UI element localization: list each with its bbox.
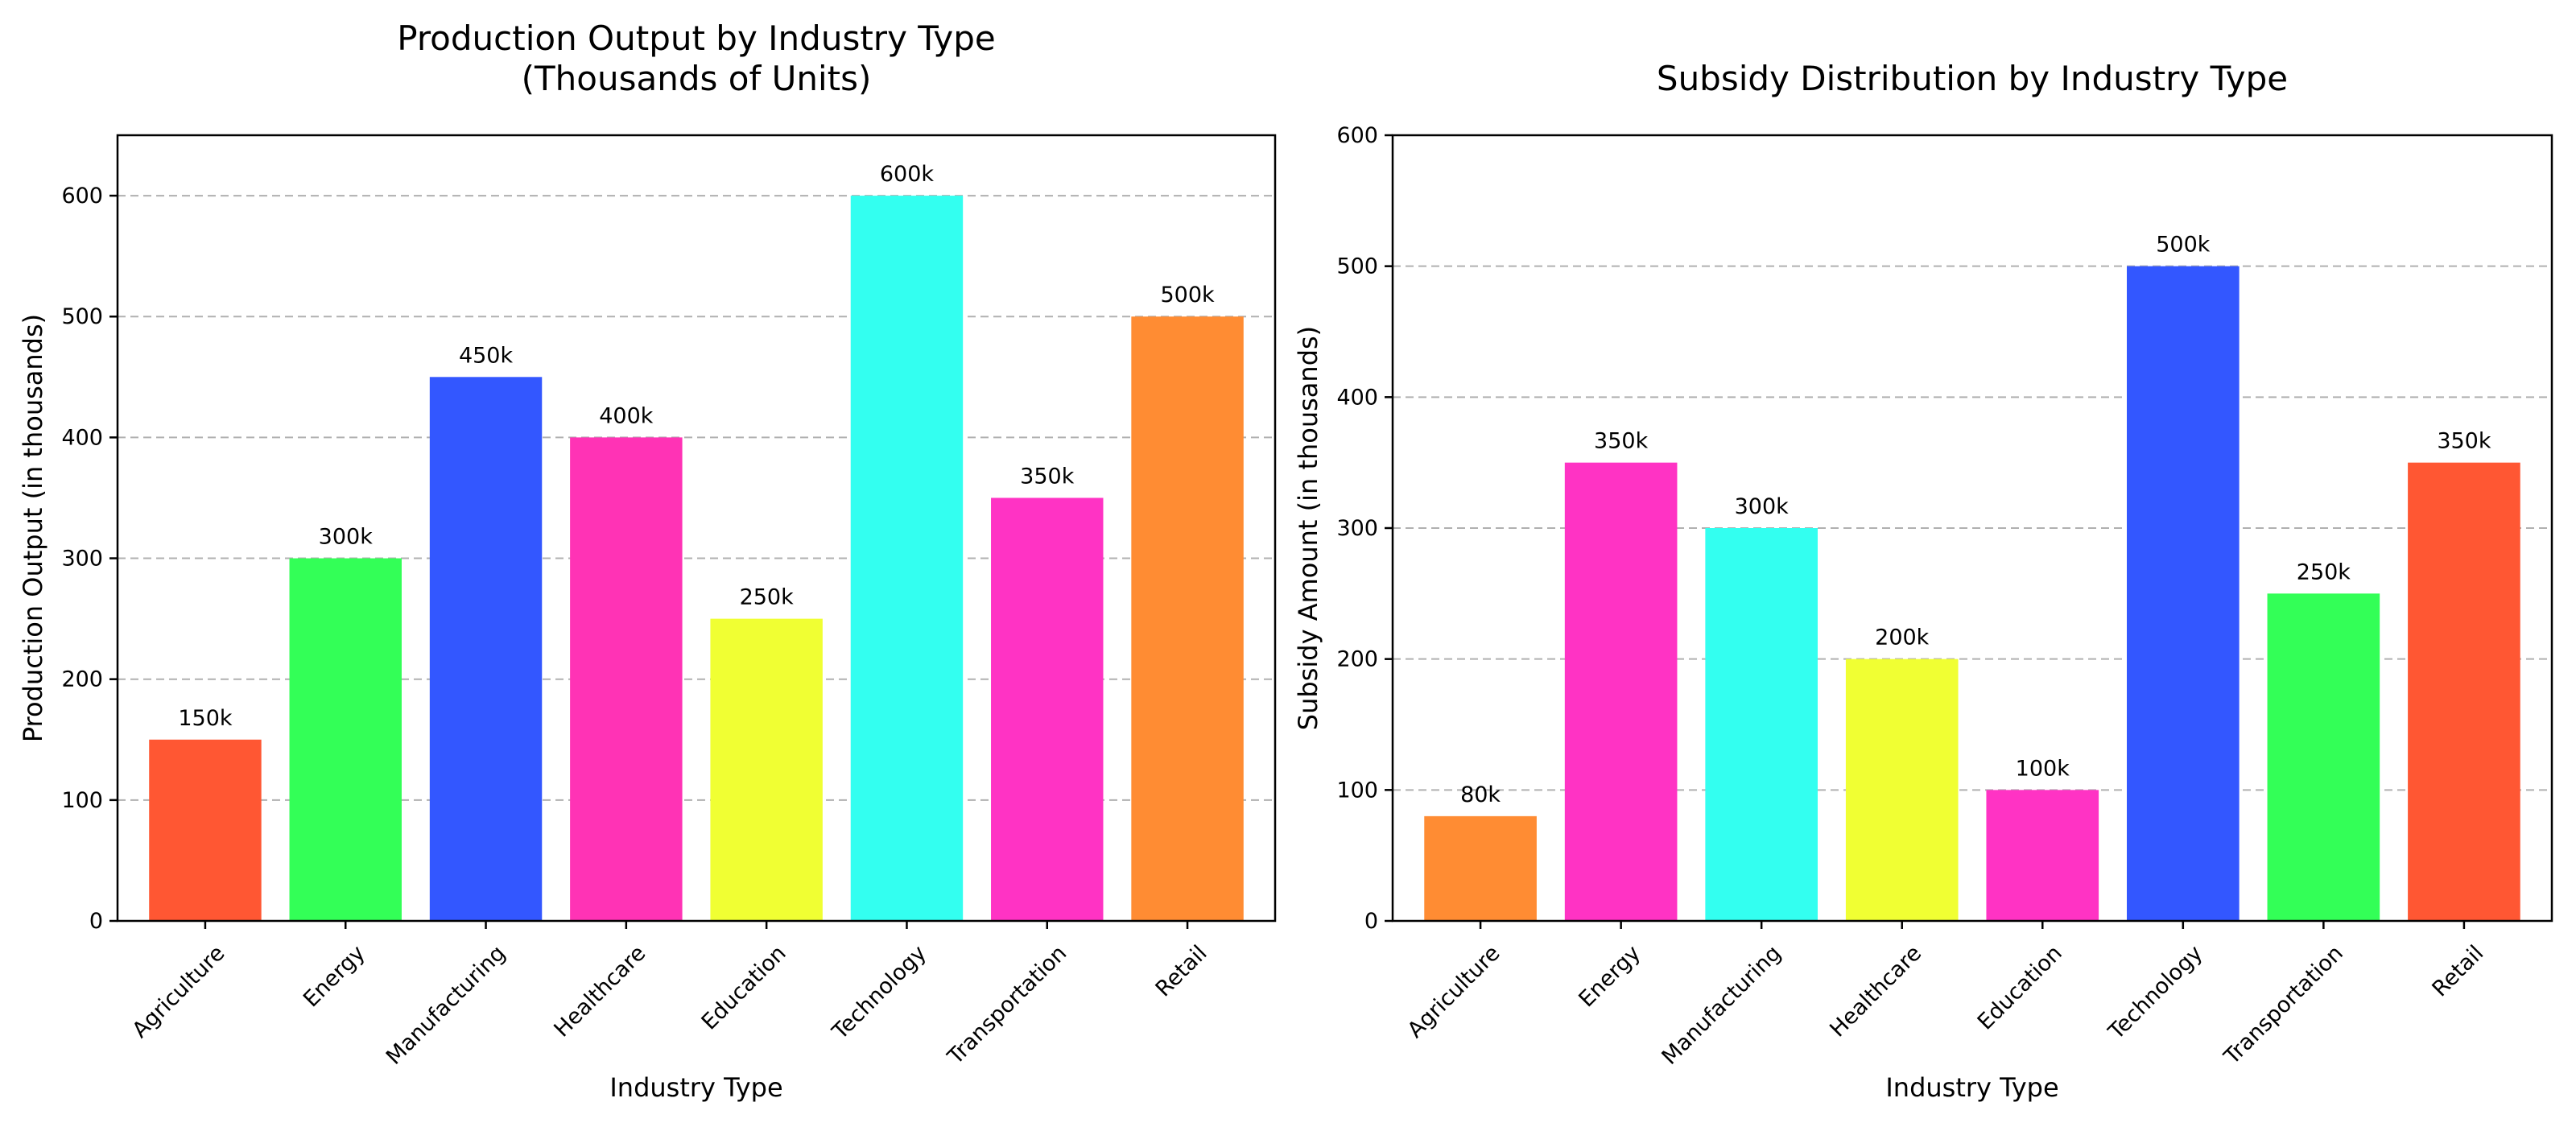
chart1-x-axis-label: Industry Type bbox=[609, 1072, 782, 1103]
chart1-category-label: Agriculture bbox=[128, 941, 230, 1043]
chart2-panel: 80k 350k 300k 200k 100k 500k 250k 350k 0 100 200 30… bbox=[1293, 59, 2553, 1103]
chart1-data-label: 500k bbox=[1160, 283, 1215, 308]
chart1-bar bbox=[149, 739, 262, 921]
chart2-category-label: Education bbox=[1973, 941, 2067, 1035]
chart2-category-label: Retail bbox=[2428, 941, 2489, 1002]
chart2-bar bbox=[2127, 266, 2240, 922]
chart2-ytick-label: 200 bbox=[1336, 647, 1378, 672]
chart1-bar bbox=[570, 437, 683, 921]
chart2-data-label: 200k bbox=[1875, 625, 1930, 650]
chart1-data-label: 350k bbox=[1020, 464, 1075, 489]
chart1-ytick-label: 500 bbox=[61, 304, 103, 329]
chart1-title: Production Output by Industry Type bbox=[397, 19, 996, 58]
chart1-bar bbox=[289, 558, 402, 921]
chart2-ytick-label: 0 bbox=[1364, 909, 1378, 934]
chart1-ytick-label: 100 bbox=[61, 788, 103, 813]
chart1-bar bbox=[850, 196, 964, 922]
chart1-category-label: Education bbox=[697, 941, 791, 1035]
chart1-ytick-label: 400 bbox=[61, 425, 103, 450]
chart2-bar bbox=[1986, 790, 2099, 921]
chart2-data-label: 500k bbox=[2156, 233, 2211, 258]
chart1-category-label: Transportation bbox=[943, 941, 1071, 1070]
chart2-category-label: Agriculture bbox=[1403, 941, 1505, 1043]
chart1-ytick-label: 600 bbox=[61, 184, 103, 208]
chart1-bar bbox=[1131, 316, 1244, 921]
chart1-category-label: Manufacturing bbox=[382, 941, 510, 1070]
chart1-bar bbox=[991, 497, 1104, 921]
chart2-bar bbox=[2267, 593, 2380, 921]
chart2-bar bbox=[1845, 658, 1959, 921]
chart2-data-label: 250k bbox=[2297, 559, 2351, 584]
chart2-title: Subsidy Distribution by Industry Type bbox=[1657, 59, 2288, 98]
chart2-y-axis-label: Subsidy Amount (in thousands) bbox=[1293, 326, 1323, 730]
chart1-category-label: Retail bbox=[1151, 941, 1212, 1002]
chart1-bar bbox=[429, 377, 543, 921]
chart1-category-label: Technology bbox=[827, 941, 931, 1046]
chart1-data-label: 150k bbox=[178, 706, 233, 731]
chart2-bar bbox=[1705, 528, 1818, 921]
chart2-category-label: Technology bbox=[2103, 941, 2208, 1046]
chart2-ytick-label: 100 bbox=[1336, 778, 1378, 803]
chart2-category-label: Transportation bbox=[2219, 941, 2347, 1070]
chart2-ytick-label: 600 bbox=[1336, 123, 1378, 148]
chart1-category-label: Energy bbox=[299, 941, 370, 1013]
chart2-category-label: Healthcare bbox=[1825, 941, 1926, 1042]
chart2-category-label: Manufacturing bbox=[1657, 941, 1786, 1070]
chart1-plot-frame bbox=[116, 134, 1277, 923]
chart1-data-label: 400k bbox=[599, 403, 654, 428]
chart1-category-label: Healthcare bbox=[549, 941, 650, 1042]
chart1-bar bbox=[710, 618, 823, 921]
chart1-ytick-label: 300 bbox=[61, 547, 103, 572]
chart2-data-label: 100k bbox=[2016, 756, 2070, 781]
chart2-data-label: 350k bbox=[2437, 429, 2491, 454]
chart1-ytick-label: 200 bbox=[61, 667, 103, 692]
chart1-data-label: 250k bbox=[740, 585, 795, 610]
chart1-ytick-label: 0 bbox=[89, 909, 103, 934]
chart2-data-label: 350k bbox=[1594, 429, 1649, 454]
chart2-bar bbox=[2408, 462, 2520, 921]
chart1-data-label: 300k bbox=[319, 525, 374, 550]
chart1-data-label: 450k bbox=[459, 343, 514, 368]
chart1-title: (Thousands of Units) bbox=[522, 59, 872, 98]
chart2-bar bbox=[1424, 815, 1537, 921]
chart1-y-axis-label: Production Output (in thousands) bbox=[18, 314, 48, 742]
chart2-data-label: 80k bbox=[1460, 782, 1501, 807]
chart2-ytick-label: 500 bbox=[1336, 254, 1378, 279]
chart2-ytick-label: 300 bbox=[1336, 516, 1378, 541]
chart2-category-label: Energy bbox=[1574, 941, 1645, 1013]
chart1-panel: 150k 300k 450k 400k 250k 600k 350k 500k 0 100 200 3… bbox=[18, 19, 1277, 1103]
chart2-data-label: 300k bbox=[1735, 494, 1790, 519]
chart2-ytick-label: 400 bbox=[1336, 385, 1378, 410]
chart2-bar bbox=[1564, 462, 1678, 921]
chart2-x-axis-label: Industry Type bbox=[1885, 1072, 2058, 1103]
chart1-data-label: 600k bbox=[880, 162, 935, 187]
